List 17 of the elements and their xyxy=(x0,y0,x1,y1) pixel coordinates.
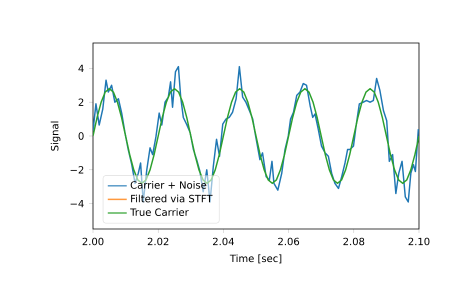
y-tick-label: 0 xyxy=(78,132,84,140)
legend-label: Carrier + Noise xyxy=(130,181,206,189)
y-tick-label: 2 xyxy=(78,98,84,106)
line-series xyxy=(93,66,419,203)
x-axis-title: Time [sec] xyxy=(230,254,282,264)
x-tick-label: 2.06 xyxy=(278,238,300,246)
x-tick-label: 2.10 xyxy=(408,238,430,246)
y-tick-label: −4 xyxy=(70,200,84,208)
x-tick-label: 2.00 xyxy=(82,238,104,246)
x-tick-label: 2.04 xyxy=(213,238,234,246)
legend-label: Filtered via STFT xyxy=(131,194,213,202)
x-tick-label: 2.08 xyxy=(343,238,364,246)
y-tick-label: 4 xyxy=(78,64,84,72)
y-axis-title: Signal xyxy=(50,122,60,151)
x-tick-label: 2.02 xyxy=(148,238,168,246)
legend-label: True Carrier xyxy=(130,208,189,216)
y-tick-label: −2 xyxy=(70,166,84,174)
